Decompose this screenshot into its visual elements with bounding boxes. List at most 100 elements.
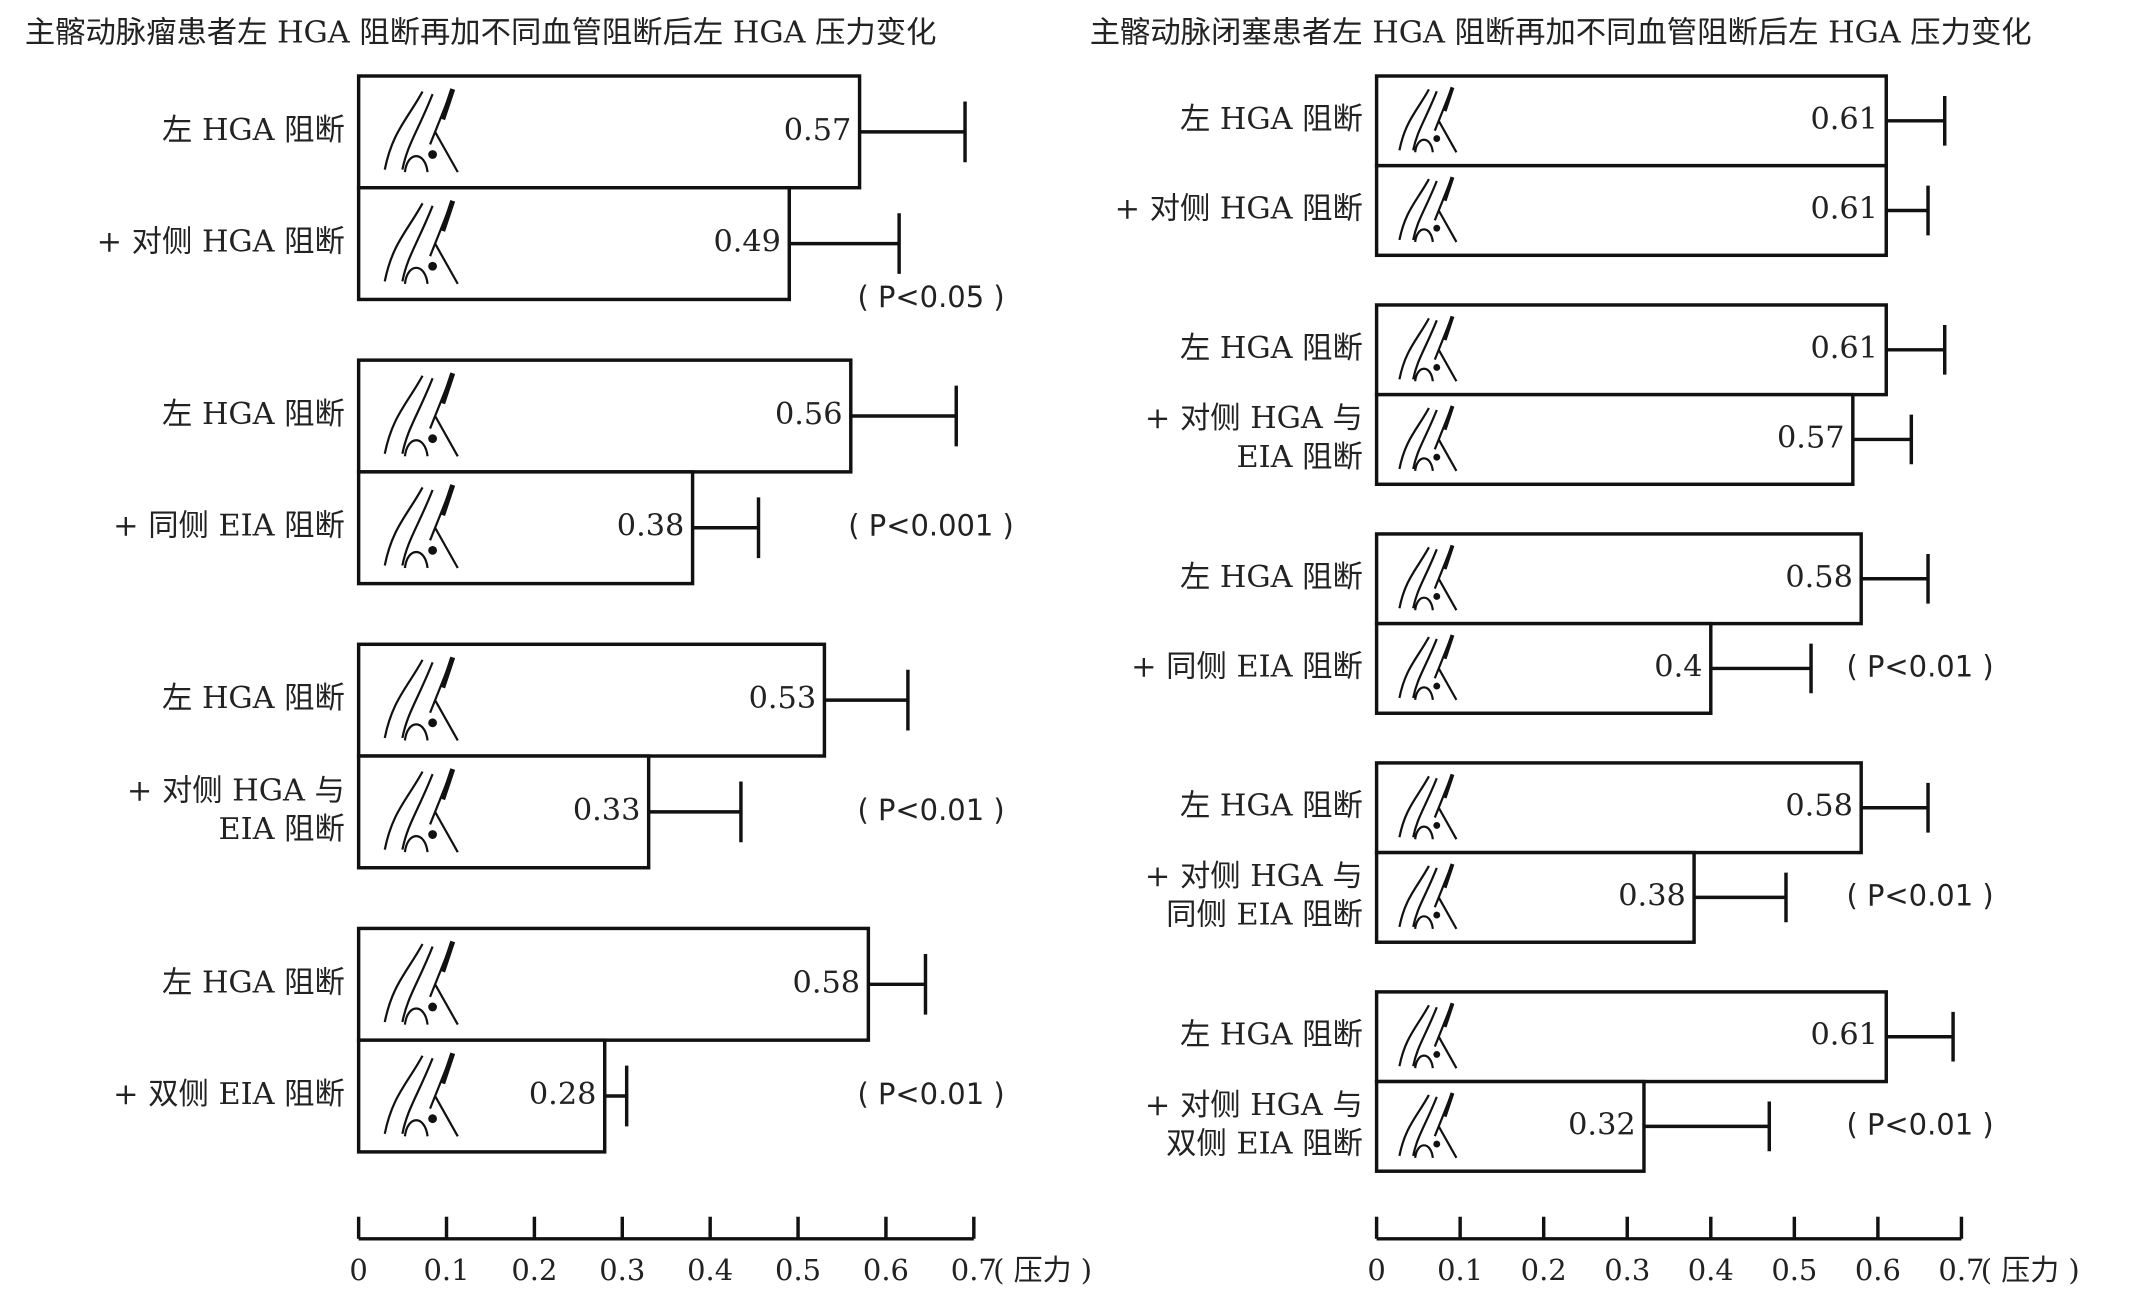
p-value: ( P<0.01 ): [857, 793, 1004, 827]
value-label: 0.61: [1810, 331, 1878, 366]
clamp-icon: [440, 1052, 456, 1085]
clamp-dot: [428, 434, 438, 444]
error-bar: [868, 953, 928, 1015]
clamp-dot: [1433, 911, 1441, 919]
category-label: EIA 阻断: [219, 812, 345, 847]
clamp-icon: [1442, 86, 1455, 112]
value-label: 0.61: [1810, 191, 1878, 226]
clamp-icon: [1442, 1002, 1455, 1028]
p-value: ( P<0.01 ): [1846, 878, 1993, 912]
error-bar: [1694, 872, 1788, 923]
p-value: ( P<0.001 ): [848, 509, 1014, 543]
value-label: 0.58: [793, 965, 861, 1000]
error-bar: [789, 213, 901, 274]
x-tick-label: 0.6: [1855, 1253, 1901, 1287]
error-bar: [648, 781, 743, 843]
category-label: 左 HGA 阻断: [162, 681, 345, 716]
clamp-icon: [440, 484, 456, 516]
vessel-icon: [1398, 865, 1458, 930]
category-label: + 对侧 HGA 与: [127, 774, 345, 809]
category-label: 左 HGA 阻断: [162, 397, 345, 432]
error-bar: [859, 101, 967, 163]
clamp-icon: [1442, 863, 1455, 889]
value-label: 0.38: [617, 509, 685, 544]
vessel-icon: [383, 486, 459, 569]
category-label: + 同侧 EIA 阻断: [113, 509, 345, 544]
vessel-icon: [383, 659, 459, 741]
clamp-dot: [428, 718, 438, 728]
category-label: + 对侧 HGA 阻断: [1115, 191, 1363, 226]
x-tick-label: 0.4: [687, 1253, 733, 1287]
value-label: 0.56: [775, 397, 843, 432]
clamp-icon: [1442, 544, 1455, 570]
error-bar: [692, 497, 761, 559]
x-tick-label: 0: [1367, 1253, 1385, 1287]
category-label: 左 HGA 阻断: [1180, 789, 1363, 824]
error-bar: [1852, 414, 1914, 465]
clamp-icon: [1442, 773, 1455, 799]
category-label: 左 HGA 阻断: [1180, 102, 1363, 137]
x-axis-label: ( 压力 ): [1981, 1253, 2080, 1287]
vessel-icon: [383, 771, 459, 853]
p-value: ( P<0.05 ): [857, 280, 1004, 314]
clamp-dot: [428, 261, 438, 271]
vessel-icon: [1398, 317, 1458, 382]
bar: [1374, 761, 1863, 855]
bar: [356, 470, 695, 586]
value-label: 0.58: [1785, 560, 1853, 595]
category-label: 双侧 EIA 阻断: [1166, 1127, 1363, 1162]
chart-title: 主髂动脉闭塞患者左 HGA 阻断再加不同血管阻断后左 HGA 压力变化: [1090, 16, 2032, 51]
x-tick-label: 0.4: [1688, 1253, 1734, 1287]
category-label: + 对侧 HGA 与: [1145, 1088, 1363, 1123]
vessel-icon: [1398, 546, 1458, 611]
error-bar: [1861, 553, 1930, 604]
error-bar: [1861, 782, 1930, 833]
vessel-icon: [1398, 1004, 1458, 1069]
clamp-dot: [428, 545, 438, 555]
category-label: 同侧 EIA 阻断: [1166, 898, 1363, 933]
category-label: + 对侧 HGA 阻断: [97, 225, 345, 260]
x-tick-label: 0.3: [1604, 1253, 1650, 1287]
clamp-dot: [1433, 1050, 1441, 1058]
clamp-icon: [440, 656, 456, 689]
category-label: + 同侧 EIA 阻断: [1131, 649, 1363, 684]
vessel-icon: [1398, 178, 1458, 243]
clamp-dot: [1433, 821, 1441, 829]
clamp-icon: [1442, 1092, 1455, 1118]
value-label: 0.38: [1618, 878, 1686, 913]
clamp-icon: [440, 768, 456, 801]
clamp-dot: [1433, 364, 1441, 371]
bar: [1374, 303, 1888, 397]
error-bar: [824, 669, 910, 731]
category-label: 左 HGA 阻断: [1180, 331, 1363, 366]
vessel-icon: [383, 91, 459, 173]
value-label: 0.4: [1654, 649, 1702, 684]
x-tick-label: 0.2: [1521, 1253, 1567, 1287]
bar: [356, 754, 651, 870]
p-value: ( P<0.01 ): [1846, 1107, 1993, 1141]
x-tick-label: 0.1: [1437, 1253, 1483, 1287]
x-tick-label: 0.5: [1771, 1253, 1817, 1287]
value-label: 0.33: [573, 793, 641, 828]
bar: [356, 926, 871, 1042]
clamp-dot: [1433, 682, 1441, 690]
category-label: 左 HGA 阻断: [162, 113, 345, 148]
value-label: 0.53: [749, 681, 817, 716]
x-tick-label: 0.6: [863, 1253, 909, 1287]
x-tick-label: 0.5: [775, 1253, 821, 1287]
value-label: 0.57: [1777, 420, 1845, 455]
category-label: 左 HGA 阻断: [162, 965, 345, 1000]
chart-title: 主髂动脉瘤患者左 HGA 阻断再加不同血管阻断后左 HGA 压力变化: [25, 16, 937, 51]
clamp-icon: [440, 372, 456, 405]
value-label: 0.49: [713, 225, 781, 260]
vessel-icon: [383, 1055, 459, 1137]
vessel-icon: [383, 202, 459, 285]
chart: 主髂动脉瘤患者左 HGA 阻断再加不同血管阻断后左 HGA 压力变化 0.57 左 …: [25, 16, 1092, 1287]
clamp-icon: [440, 940, 456, 973]
clamp-dot: [428, 150, 438, 159]
category-label: + 对侧 HGA 与: [1145, 401, 1363, 436]
error-bar: [1886, 1011, 1955, 1062]
clamp-dot: [1433, 1140, 1441, 1148]
error-bar: [1886, 95, 1947, 146]
